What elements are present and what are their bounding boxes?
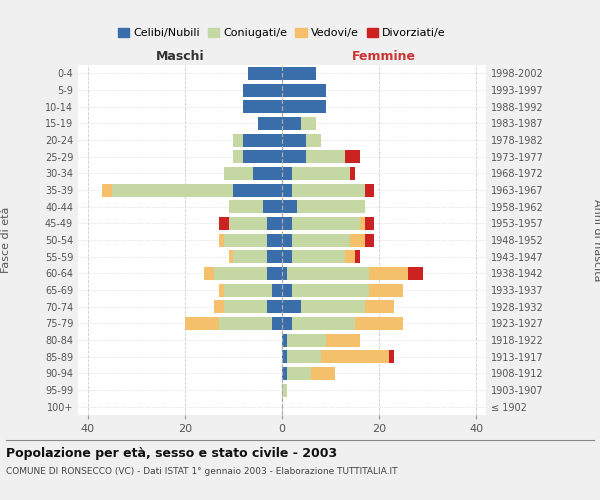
- Bar: [248, 67, 282, 80]
- Bar: [229, 200, 263, 213]
- Bar: [243, 84, 282, 96]
- Bar: [292, 250, 345, 263]
- Bar: [282, 67, 316, 80]
- Bar: [282, 167, 292, 180]
- Bar: [263, 200, 282, 213]
- Bar: [287, 334, 326, 346]
- Bar: [224, 284, 272, 296]
- Bar: [253, 167, 282, 180]
- Bar: [360, 217, 365, 230]
- Bar: [282, 200, 296, 213]
- Bar: [282, 234, 292, 246]
- Bar: [365, 217, 374, 230]
- Bar: [345, 150, 360, 163]
- Text: Maschi: Maschi: [155, 50, 205, 62]
- Bar: [224, 167, 253, 180]
- Bar: [282, 84, 326, 96]
- Bar: [229, 217, 268, 230]
- Bar: [306, 134, 321, 146]
- Bar: [292, 217, 360, 230]
- Bar: [219, 217, 229, 230]
- Bar: [287, 350, 321, 363]
- Bar: [282, 150, 306, 163]
- Bar: [219, 284, 224, 296]
- Bar: [258, 117, 282, 130]
- Bar: [282, 334, 287, 346]
- Bar: [185, 317, 219, 330]
- Bar: [370, 284, 403, 296]
- Bar: [282, 100, 326, 113]
- Bar: [292, 167, 350, 180]
- Bar: [355, 317, 403, 330]
- Bar: [355, 250, 360, 263]
- Bar: [292, 284, 370, 296]
- Bar: [268, 217, 282, 230]
- Bar: [311, 367, 335, 380]
- Bar: [365, 184, 374, 196]
- Bar: [268, 300, 282, 313]
- Bar: [282, 284, 292, 296]
- Bar: [243, 150, 282, 163]
- Bar: [204, 267, 214, 280]
- Text: Femmine: Femmine: [352, 50, 416, 62]
- Bar: [292, 234, 350, 246]
- Bar: [345, 250, 355, 263]
- Legend: Celibi/Nubili, Coniugati/e, Vedovi/e, Divorziati/e: Celibi/Nubili, Coniugati/e, Vedovi/e, Di…: [114, 24, 450, 42]
- Bar: [282, 267, 287, 280]
- Bar: [282, 300, 301, 313]
- Bar: [243, 134, 282, 146]
- Bar: [219, 317, 272, 330]
- Bar: [229, 250, 233, 263]
- Bar: [268, 250, 282, 263]
- Bar: [282, 184, 292, 196]
- Bar: [268, 267, 282, 280]
- Bar: [326, 334, 360, 346]
- Bar: [370, 267, 408, 280]
- Text: COMUNE DI RONSECCO (VC) - Dati ISTAT 1° gennaio 2003 - Elaborazione TUTTITALIA.I: COMUNE DI RONSECCO (VC) - Dati ISTAT 1° …: [6, 468, 398, 476]
- Bar: [219, 234, 224, 246]
- Bar: [301, 300, 365, 313]
- Bar: [301, 117, 316, 130]
- Bar: [243, 100, 282, 113]
- Bar: [365, 234, 374, 246]
- Bar: [282, 367, 287, 380]
- Bar: [321, 350, 389, 363]
- Bar: [102, 184, 112, 196]
- Bar: [365, 300, 394, 313]
- Bar: [287, 267, 370, 280]
- Bar: [282, 217, 292, 230]
- Bar: [292, 317, 355, 330]
- Bar: [282, 117, 301, 130]
- Bar: [282, 134, 306, 146]
- Bar: [214, 267, 268, 280]
- Bar: [214, 300, 224, 313]
- Bar: [282, 250, 292, 263]
- Bar: [296, 200, 365, 213]
- Bar: [350, 234, 365, 246]
- Bar: [389, 350, 394, 363]
- Bar: [287, 367, 311, 380]
- Bar: [408, 267, 423, 280]
- Bar: [224, 300, 268, 313]
- Text: Anni di nascita: Anni di nascita: [592, 198, 600, 281]
- Bar: [112, 184, 233, 196]
- Bar: [282, 384, 287, 396]
- Text: Popolazione per età, sesso e stato civile - 2003: Popolazione per età, sesso e stato civil…: [6, 448, 337, 460]
- Bar: [233, 150, 243, 163]
- Bar: [233, 184, 282, 196]
- Bar: [272, 317, 282, 330]
- Bar: [233, 250, 268, 263]
- Bar: [282, 350, 287, 363]
- Bar: [350, 167, 355, 180]
- Bar: [282, 317, 292, 330]
- Bar: [292, 184, 365, 196]
- Bar: [272, 284, 282, 296]
- Bar: [224, 234, 268, 246]
- Bar: [306, 150, 345, 163]
- Text: Fasce di età: Fasce di età: [1, 207, 11, 273]
- Bar: [233, 134, 243, 146]
- Bar: [268, 234, 282, 246]
